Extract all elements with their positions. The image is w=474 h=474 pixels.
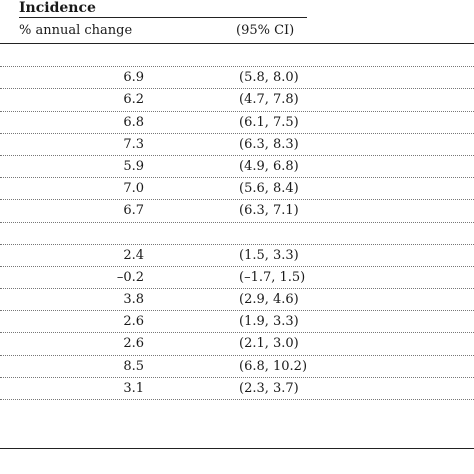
table-row: 5.9 (4.9, 6.8) [0, 156, 474, 179]
ci-cell: (4.9, 6.8) [239, 158, 299, 174]
ci-cell: (5.8, 8.0) [239, 70, 299, 86]
table-row: 3.1 (2.3, 3.7) [0, 378, 474, 400]
ci-cell: (6.1, 7.5) [239, 114, 299, 130]
header-rule [0, 43, 474, 44]
ci-cell: (1.5, 3.3) [239, 247, 299, 263]
ci-cell: (4.7, 7.8) [239, 92, 299, 108]
table-row: 3.8 (2.9, 4.6) [0, 289, 474, 312]
ci-cell: (5.6, 8.4) [239, 181, 299, 197]
table-row [0, 45, 474, 68]
annual-change-cell: 3.8 [123, 292, 144, 308]
ci-cell: (1.9, 3.3) [239, 314, 299, 330]
table-row: 6.8 (6.1, 7.5) [0, 112, 474, 134]
column-header-ci: (95% CI) [236, 23, 295, 38]
table-row: 6.7 (6.3, 7.1) [0, 200, 474, 223]
footer-rule [0, 448, 474, 449]
annual-change-cell: 7.0 [123, 181, 144, 197]
ci-cell: (6.8, 10.2) [239, 358, 308, 374]
table-row: 7.0 (5.6, 8.4) [0, 178, 474, 201]
annual-change-cell: 6.7 [123, 203, 144, 219]
table-row: –0.2 (–1.7, 1.5) [0, 267, 474, 290]
annual-change-cell: –0.2 [116, 269, 144, 285]
table-row: 8.5 (6.8, 10.2) [0, 356, 474, 378]
table-row: 7.3 (6.3, 8.3) [0, 134, 474, 156]
column-header-annual-change: % annual change [19, 23, 133, 38]
ci-cell: (–1.7, 1.5) [239, 269, 306, 285]
ci-cell: (2.1, 3.0) [239, 336, 299, 352]
ci-cell: (2.3, 3.7) [239, 380, 299, 396]
table-body: 6.9 (5.8, 8.0) 6.2 (4.7, 7.8) 6.8 (6.1, 7.5) 7… [0, 45, 474, 400]
annual-change-cell: 6.9 [123, 70, 144, 86]
title-rule [19, 17, 307, 18]
ci-cell: (6.3, 8.3) [239, 136, 299, 152]
annual-change-cell: 3.1 [123, 380, 144, 396]
table-row [0, 223, 474, 245]
ci-cell: (6.3, 7.1) [239, 203, 299, 219]
annual-change-cell: 6.8 [123, 114, 144, 130]
table-row: 6.9 (5.8, 8.0) [0, 67, 474, 90]
annual-change-cell: 8.5 [123, 358, 144, 374]
annual-change-cell: 2.6 [123, 314, 144, 330]
table-row: 2.4 (1.5, 3.3) [0, 245, 474, 267]
annual-change-cell: 2.6 [123, 336, 144, 352]
table-row: 2.6 (1.9, 3.3) [0, 311, 474, 334]
table-row: 6.2 (4.7, 7.8) [0, 89, 474, 112]
table-title: Incidence [19, 0, 96, 16]
annual-change-cell: 2.4 [123, 247, 144, 263]
annual-change-cell: 5.9 [123, 158, 144, 174]
ci-cell: (2.9, 4.6) [239, 292, 299, 308]
table-row: 2.6 (2.1, 3.0) [0, 333, 474, 356]
annual-change-cell: 6.2 [123, 92, 144, 108]
annual-change-cell: 7.3 [123, 136, 144, 152]
